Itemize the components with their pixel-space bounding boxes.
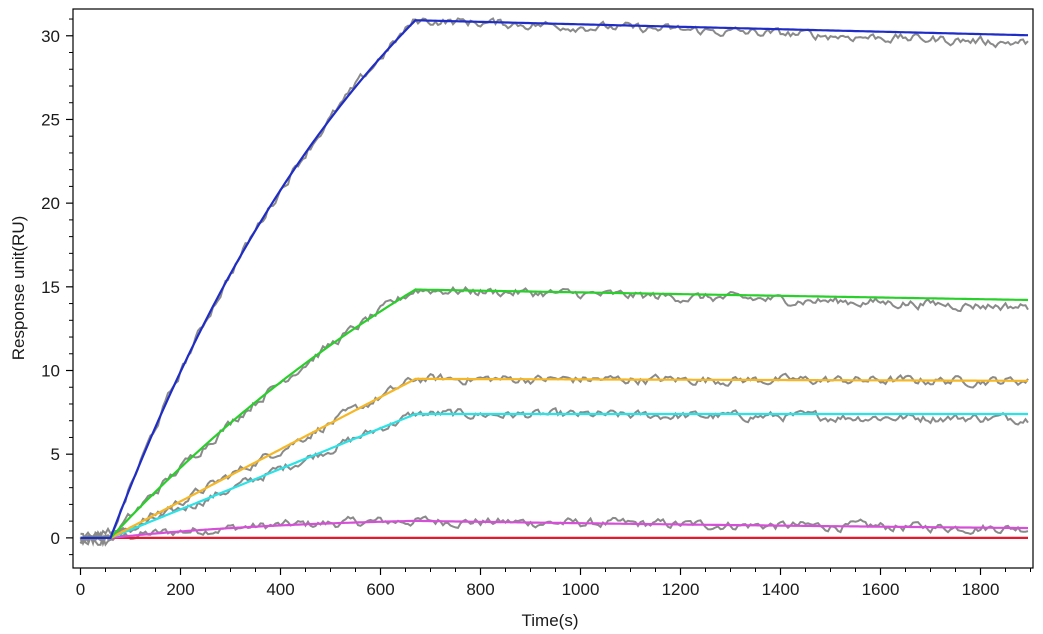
y-tick-label: 10 xyxy=(41,362,60,381)
fit-curve xyxy=(80,519,1029,540)
x-tick-label: 1200 xyxy=(662,580,700,599)
x-tick-label: 800 xyxy=(466,580,494,599)
raw-trace xyxy=(80,17,1029,546)
raw-trace xyxy=(79,407,1029,547)
raw-data-traces xyxy=(79,17,1029,548)
x-tick-label: 400 xyxy=(266,580,294,599)
y-tick-label: 0 xyxy=(51,529,60,548)
y-tick-label: 15 xyxy=(41,278,60,297)
x-tick-label: 0 xyxy=(76,580,85,599)
fit-curve xyxy=(80,412,1028,540)
y-tick-label: 5 xyxy=(51,445,60,464)
fit-curve xyxy=(80,377,1028,540)
y-tick-label: 20 xyxy=(41,194,60,213)
fit-curves xyxy=(80,19,1029,540)
y-tick-label: 25 xyxy=(41,110,60,129)
raw-trace xyxy=(79,515,1029,547)
x-tick-label: 1800 xyxy=(962,580,1000,599)
x-tick-label: 1600 xyxy=(862,580,900,599)
x-axis: 0 200 400 600 800 1000 1200 1400 1600 1800 xyxy=(76,568,1031,599)
plot-frame xyxy=(72,8,1034,569)
y-tick-label: 30 xyxy=(41,27,60,46)
x-tick-label: 1400 xyxy=(762,580,800,599)
y-axis-title: Response unit(RU) xyxy=(9,216,28,361)
x-tick-label: 200 xyxy=(166,580,194,599)
y-axis: 0 5 10 15 20 25 30 xyxy=(41,18,73,556)
x-tick-label: 600 xyxy=(366,580,394,599)
x-tick-label: 1000 xyxy=(562,580,600,599)
fit-curve xyxy=(80,288,1029,540)
fit-curve xyxy=(80,19,1028,540)
raw-trace xyxy=(79,372,1029,548)
x-axis-title: Time(s) xyxy=(522,611,579,630)
